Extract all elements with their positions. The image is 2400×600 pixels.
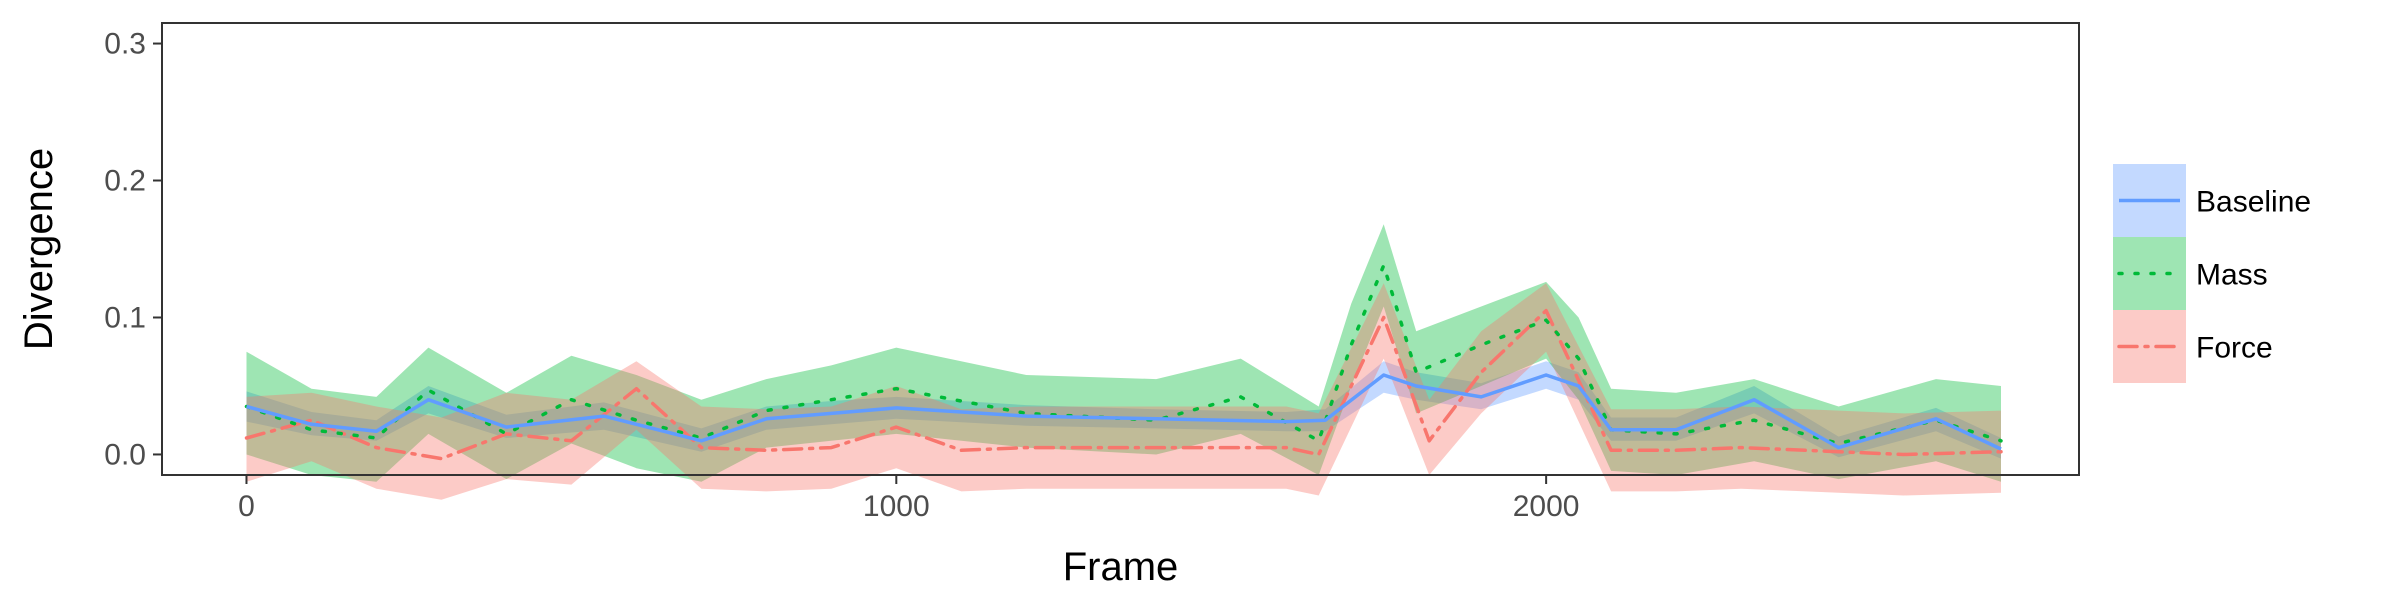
band-force bbox=[246, 283, 2001, 500]
axes: 0 1000 2000 0.0 0.1 0.2 0.3 bbox=[104, 22, 2080, 523]
legend-label-force: Force bbox=[2196, 332, 2273, 365]
legend-label-baseline: Baseline bbox=[2196, 186, 2311, 219]
panel-border bbox=[161, 22, 2080, 476]
y-tick-label: 0.0 bbox=[104, 438, 146, 471]
x-tick-label: 2000 bbox=[1513, 490, 1580, 523]
band-mass bbox=[246, 224, 2001, 482]
x-tick-label: 1000 bbox=[863, 490, 930, 523]
y-tick-label: 0.3 bbox=[104, 28, 146, 61]
y-tick-label: 0.1 bbox=[104, 301, 146, 334]
plot-panel bbox=[162, 23, 2079, 475]
series-lines bbox=[244, 263, 2003, 461]
legend: Baseline Mass Force bbox=[2113, 164, 2311, 383]
legend-label-mass: Mass bbox=[2196, 259, 2268, 292]
x-tick-label: 0 bbox=[238, 490, 255, 523]
line-force bbox=[244, 308, 2003, 461]
y-tick-label: 0.2 bbox=[104, 165, 146, 198]
x-axis-title: Frame bbox=[1063, 545, 1179, 589]
line-baseline bbox=[246, 373, 2002, 451]
line-mass bbox=[244, 263, 2003, 446]
plot-background bbox=[162, 23, 2079, 475]
y-axis-title: Divergence bbox=[17, 148, 61, 350]
